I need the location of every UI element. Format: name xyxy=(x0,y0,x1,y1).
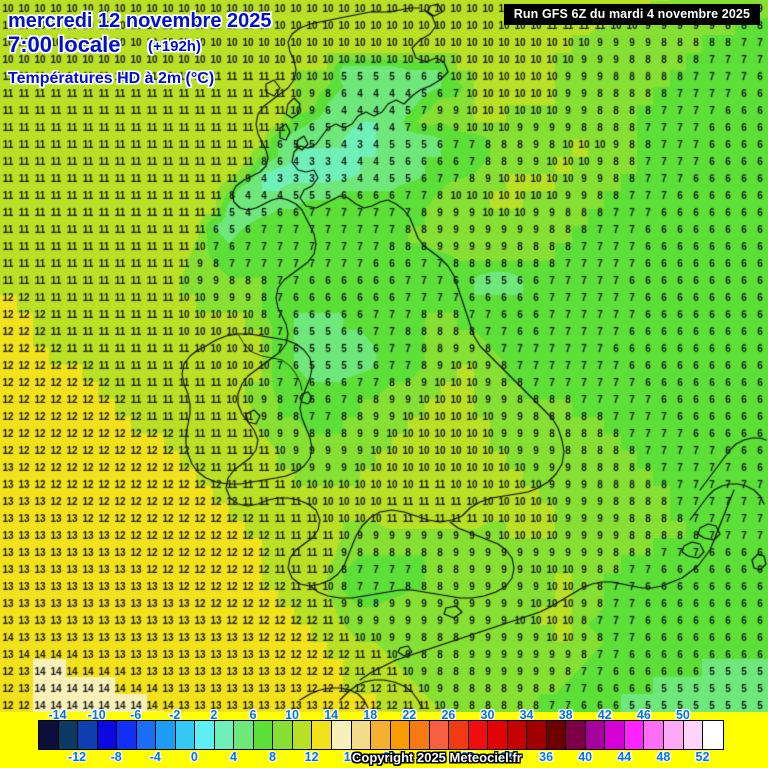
legend-tick-label: -10 xyxy=(87,708,106,722)
legend-tick-label: -6 xyxy=(130,708,142,722)
legend-tick-label: 32 xyxy=(500,750,514,764)
legend-swatch[interactable] xyxy=(371,721,391,749)
legend-tick-label: 4 xyxy=(229,750,237,764)
forecast-hour-label: (+192h) xyxy=(148,38,201,55)
legend-swatch[interactable] xyxy=(214,721,235,749)
copyright-notice: Copyright 2025 Meteociel.fr xyxy=(352,750,522,765)
legend-tick-label: 44 xyxy=(617,750,632,764)
legend-swatch[interactable] xyxy=(156,721,176,749)
legend-tick-label: 8 xyxy=(269,750,276,764)
legend-tick-label: 18 xyxy=(363,708,378,722)
legend-tick-label: 10 xyxy=(285,708,299,722)
legend-swatch[interactable] xyxy=(331,721,352,749)
legend-tick-label: -4 xyxy=(149,750,161,764)
legend-swatch[interactable] xyxy=(585,721,606,749)
legend-swatch[interactable] xyxy=(429,721,450,749)
legend-swatch-strip[interactable] xyxy=(38,720,724,750)
grid-values-canvas xyxy=(0,0,768,712)
legend-tick-label: 2 xyxy=(210,708,218,722)
legend-tick-label: 24 xyxy=(421,750,436,764)
legend-swatch[interactable] xyxy=(488,721,508,749)
legend-tick-label: 12 xyxy=(304,750,319,764)
legend-swatch[interactable] xyxy=(683,721,704,749)
legend-swatch[interactable] xyxy=(664,721,684,749)
legend-swatch[interactable] xyxy=(605,721,625,749)
legend-swatch[interactable] xyxy=(273,721,293,749)
legend-tick-label: 42 xyxy=(597,708,612,722)
legend-swatch[interactable] xyxy=(234,721,254,749)
legend-swatch[interactable] xyxy=(58,721,79,749)
legend-swatch[interactable] xyxy=(136,721,157,749)
legend-tick-label: 30 xyxy=(480,708,495,722)
legend-swatch[interactable] xyxy=(97,721,118,749)
legend-tick-label: -14 xyxy=(48,708,67,722)
forecast-time-title: 7:00 locale xyxy=(8,32,121,57)
legend-swatch[interactable] xyxy=(117,721,137,749)
legend-swatch[interactable] xyxy=(390,721,411,749)
legend-tick-label: 0 xyxy=(190,750,198,764)
legend-tick-label: 46 xyxy=(636,708,651,722)
legend-tick-label: 14 xyxy=(324,708,339,722)
legend-swatch[interactable] xyxy=(312,721,332,749)
legend-tick-label: 22 xyxy=(402,708,417,722)
map-viewport[interactable] xyxy=(0,0,768,712)
legend-tick-label: 48 xyxy=(656,750,671,764)
legend-tick-label: 6 xyxy=(249,708,257,722)
legend-swatch[interactable] xyxy=(253,721,274,749)
legend-swatch[interactable] xyxy=(410,721,430,749)
legend-swatch[interactable] xyxy=(175,721,196,749)
legend-swatch[interactable] xyxy=(624,721,645,749)
legend-swatch[interactable] xyxy=(527,721,547,749)
color-scale-legend[interactable]: -14 -10 -6 -2 2 6 10 14 18 22 26 30 34 38 42 46 50 -12 -8-… xyxy=(0,708,768,768)
forecast-date-title: mercredi 12 novembre 2025 xyxy=(8,10,272,32)
legend-swatch[interactable] xyxy=(449,721,469,749)
legend-swatch[interactable] xyxy=(644,721,664,749)
legend-swatch[interactable] xyxy=(195,721,215,749)
legend-swatch[interactable] xyxy=(39,721,59,749)
legend-swatch[interactable] xyxy=(703,721,723,749)
legend-swatch[interactable] xyxy=(546,721,567,749)
legend-tick-label: -8 xyxy=(110,750,122,764)
legend-swatch[interactable] xyxy=(507,721,528,749)
legend-swatch[interactable] xyxy=(468,721,489,749)
legend-swatch[interactable] xyxy=(351,721,372,749)
legend-tick-label: 26 xyxy=(441,708,456,722)
legend-tick-label: 50 xyxy=(675,708,690,722)
legend-swatch[interactable] xyxy=(566,721,586,749)
legend-tick-label: 16 xyxy=(343,750,358,764)
model-run-banner: Run GFS 6Z du mardi 4 novembre 2025 xyxy=(503,4,760,25)
legend-tick-label: 38 xyxy=(558,708,573,722)
legend-tick-label: 52 xyxy=(695,750,710,764)
legend-tick-label: 28 xyxy=(460,750,475,764)
legend-swatch[interactable] xyxy=(292,721,313,749)
legend-swatch[interactable] xyxy=(78,721,98,749)
parameter-title: Températures HD à 2m (°C) xyxy=(8,70,215,87)
legend-tick-label: 20 xyxy=(382,750,397,764)
legend-tick-label: 36 xyxy=(539,750,554,764)
legend-tick-label: 40 xyxy=(578,750,593,764)
legend-tick-label: 34 xyxy=(519,708,534,722)
legend-tick-label: -2 xyxy=(169,708,181,722)
legend-tick-label: -12 xyxy=(68,750,87,764)
